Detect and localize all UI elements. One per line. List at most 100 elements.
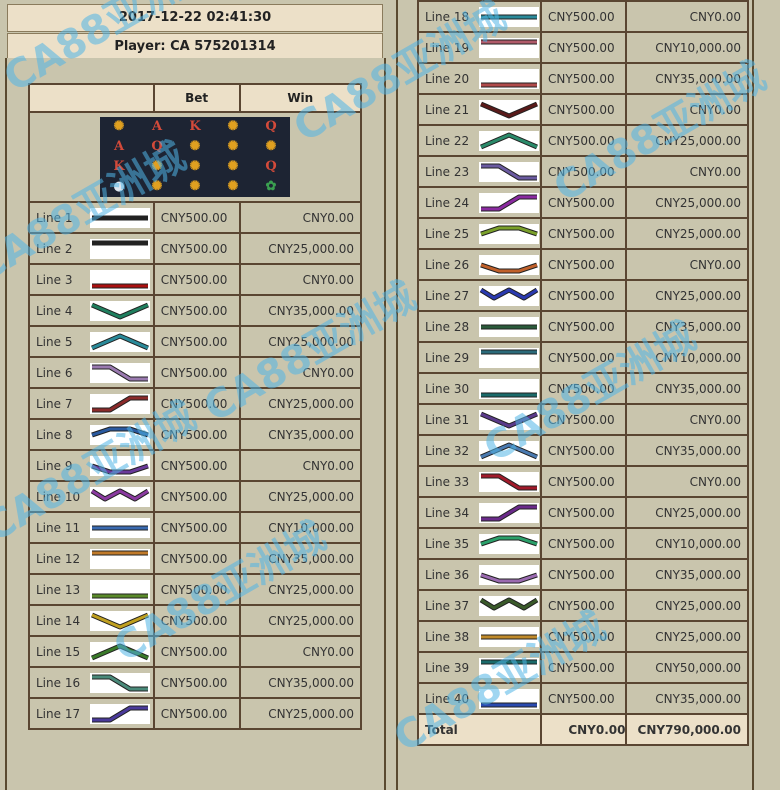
line-label-cell: Line 37 [416,589,543,622]
line-label: Line 36 [425,567,470,582]
line-row: Line 33 CNY500.00 CNY0.00 [416,465,749,498]
win-cell: CNY0.00 [625,248,749,281]
line-row: Line 37 CNY500.00 CNY25,000.00 [416,589,749,622]
bet-cell: CNY500.00 [152,263,241,296]
bet-cell: CNY500.00 [152,449,241,482]
line-label: Line 22 [425,133,470,148]
line-label-cell: Line 15 [28,635,155,668]
line-label-cell: Line 4 [28,294,155,327]
win-cell: CNY0.00 [625,0,749,33]
bet-cell: CNY500.00 [152,387,241,420]
line-row: Line 4 CNY500.00 CNY35,000.00 [28,294,363,327]
line-label: Line 29 [425,350,470,365]
line-row: Line 30 CNY500.00 CNY35,000.00 [416,372,749,405]
bet-cell: CNY500.00 [540,372,628,405]
line-label: Line 23 [425,164,470,179]
win-cell: CNY25,000.00 [625,496,749,529]
player-header: Player: CA 575201314 [7,33,383,61]
bet-cell: CNY500.00 [152,480,241,513]
line-label-cell: Line 32 [416,434,543,467]
bet-cell: CNY500.00 [152,356,241,389]
gold-coin-symbol-icon: ✺ [189,139,201,154]
line-row: Line 15 CNY500.00 CNY0.00 [28,635,363,668]
win-cell: CNY10,000.00 [625,341,749,374]
line-row: Line 34 CNY500.00 CNY25,000.00 [416,496,749,529]
total-label: Total [416,713,543,746]
left-panel: 2017-12-22 02:41:30 Player: CA 575201314… [5,4,386,790]
bet-cell: CNY500.00 [152,294,241,327]
line-label-cell: Line 7 [28,387,155,420]
line-label: Line 20 [425,71,470,86]
K-symbol-icon: K [189,119,201,134]
payline-icon [90,549,150,569]
line-row: Line 31 CNY500.00 CNY0.00 [416,403,749,436]
line-label: Line 16 [36,675,81,690]
win-cell: CNY50,000.00 [625,651,749,684]
win-cell: CNY0.00 [238,635,363,668]
line-label-cell: Line 20 [416,62,543,95]
payline-icon [479,379,539,399]
left-lines-table: Bet Win ✺ A K ✺ Q A Q ✺ ✺ ✺ K ✺ ✺ ✺ Q ● ✺ ✺ ✺ ✿ Line 1 CNY50… [28,83,363,730]
win-cell: CNY25,000.00 [238,573,363,606]
line-label-cell: Line 14 [28,604,155,637]
line-label-cell: Line 22 [416,124,543,157]
line-row: Line 24 CNY500.00 CNY25,000.00 [416,186,749,219]
win-cell: CNY35,000.00 [625,310,749,343]
line-label: Line 39 [425,660,470,675]
right-lines-table: Line 18 CNY500.00 CNY0.00 Line 19 CNY500.00 C… [416,0,749,746]
bet-cell: CNY500.00 [540,434,628,467]
bet-cell: CNY500.00 [540,620,628,653]
payline-icon [479,131,539,151]
right-frame [396,0,754,790]
gold-coin-symbol-icon: ✺ [227,139,239,154]
bet-cell: CNY500.00 [152,201,241,234]
gold-coin-symbol-icon: ✺ [113,119,125,134]
bet-cell: CNY500.00 [540,527,628,560]
bet-cell: CNY500.00 [540,403,628,436]
line-label-cell: Line 9 [28,449,155,482]
payline-icon [479,224,539,244]
line-row: Line 32 CNY500.00 CNY35,000.00 [416,434,749,467]
line-row: Line 25 CNY500.00 CNY25,000.00 [416,217,749,250]
line-row: Line 26 CNY500.00 CNY0.00 [416,248,749,281]
win-cell: CNY35,000.00 [625,558,749,591]
bet-cell: CNY500.00 [540,589,628,622]
line-row: Line 23 CNY500.00 CNY0.00 [416,155,749,188]
win-cell: CNY0.00 [625,155,749,188]
line-label-cell: Line 30 [416,372,543,405]
win-cell: CNY10,000.00 [238,511,363,544]
line-row: Line 14 CNY500.00 CNY25,000.00 [28,604,363,637]
line-label: Line 18 [425,9,470,24]
win-cell: CNY35,000.00 [238,418,363,451]
payline-icon [479,255,539,275]
line-row: Line 39 CNY500.00 CNY50,000.00 [416,651,749,684]
line-row: Line 6 CNY500.00 CNY0.00 [28,356,363,389]
payline-icon [479,596,539,616]
payline-icon [479,317,539,337]
payline-icon [479,286,539,306]
win-cell: CNY0.00 [238,356,363,389]
bet-cell: CNY500.00 [152,325,241,358]
bet-cell: CNY500.00 [152,573,241,606]
line-label: Line 32 [425,443,470,458]
bet-cell: CNY500.00 [540,0,628,33]
payline-icon [90,332,150,352]
col-bet-header: Bet [152,83,241,113]
payline-icon [90,301,150,321]
line-label-cell: Line 1 [28,201,155,234]
gold-coin-symbol-icon: ✺ [227,159,239,174]
line-label: Line 1 [36,210,73,225]
bet-cell: CNY500.00 [540,682,628,715]
line-label: Line 25 [425,226,470,241]
bet-cell: CNY500.00 [540,155,628,188]
line-row: Line 1 CNY500.00 CNY0.00 [28,201,363,234]
payline-icon [479,38,539,58]
bet-cell: CNY500.00 [540,279,628,312]
win-cell: CNY35,000.00 [238,666,363,699]
line-row: Line 11 CNY500.00 CNY10,000.00 [28,511,363,544]
line-label: Line 38 [425,629,470,644]
line-label-cell: Line 38 [416,620,543,653]
win-cell: CNY0.00 [625,93,749,126]
payline-icon [90,580,150,600]
line-label-cell: Line 26 [416,248,543,281]
